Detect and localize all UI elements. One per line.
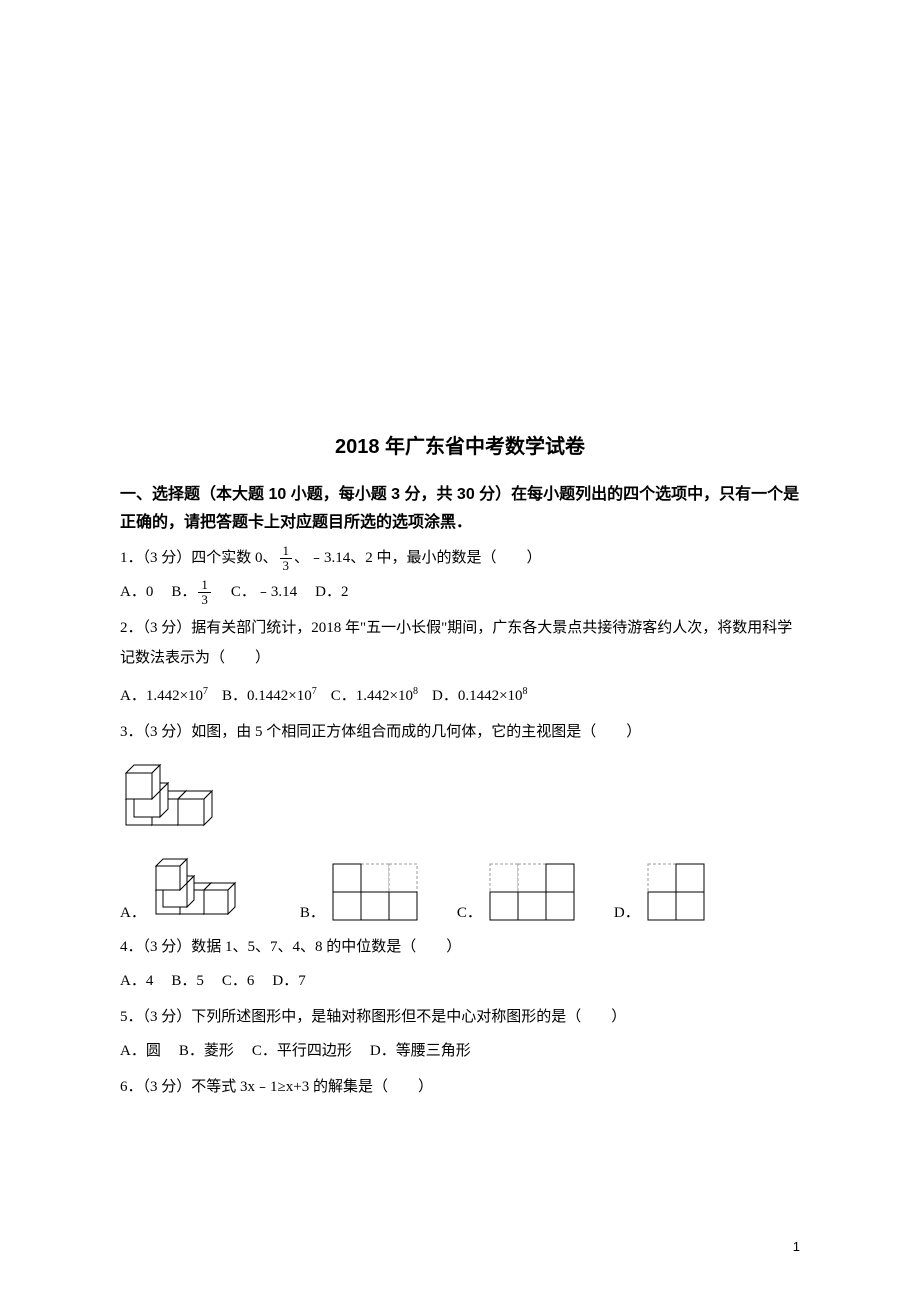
optB-prefix: B． xyxy=(171,577,196,607)
question-6-stem: 6．（3 分）不等式 3x﹣1≥x+3 的解集是（ ） xyxy=(120,1072,800,1102)
label: A． xyxy=(120,901,146,922)
option-d: D．7 xyxy=(272,966,305,996)
option-c: C．1.442×108 xyxy=(331,677,418,711)
label: D． xyxy=(614,901,640,922)
question-3-stem: 3．（3 分）如图，由 5 个相同正方体组合而成的几何体，它的主视图是（ ） xyxy=(120,717,800,747)
fraction-icon: 1 3 xyxy=(280,544,293,573)
front-view-icon xyxy=(488,862,578,922)
frac-den: 3 xyxy=(198,593,211,607)
option-c: C．6 xyxy=(222,966,255,996)
option-b: B．5 xyxy=(171,966,204,996)
option-d: D．0.1442×108 xyxy=(432,677,528,711)
superscript: 7 xyxy=(203,686,208,697)
superscript: 8 xyxy=(413,686,418,697)
option-a: A．圆 xyxy=(120,1036,161,1066)
question-2-stem: 2．（3 分）据有关部门统计，2018 年"五一小长假"期间，广东各大景点共接待… xyxy=(120,613,800,673)
superscript: 7 xyxy=(312,686,317,697)
q2-options: A．1.442×107 B．0.1442×107 C．1.442×108 D．0… xyxy=(120,677,800,711)
question-5-stem: 5．（3 分）下列所述图形中，是轴对称图形但不是中心对称图形的是（ ） xyxy=(120,1002,800,1032)
option-c: C． xyxy=(457,862,578,922)
option-d: D． xyxy=(614,862,708,922)
front-view-icon xyxy=(646,862,708,922)
q1-text-mid: 、﹣3.14、2 中，最小的数是（ ） xyxy=(294,543,542,573)
q1-text-prefix: 1．（3 分）四个实数 0、 xyxy=(120,543,278,573)
q5-options: A．圆 B．菱形 C．平行四边形 D．等腰三角形 xyxy=(120,1036,800,1066)
label: B． xyxy=(300,901,325,922)
frac-num: 1 xyxy=(198,578,211,593)
frac-den: 3 xyxy=(280,559,293,573)
option-a: A． xyxy=(120,852,264,922)
section-header: 一、选择题（本大题 10 小题，每小题 3 分，共 30 分）在每小题列出的四个… xyxy=(120,481,800,537)
cube-stack-icon xyxy=(152,852,264,922)
fraction-icon: 1 3 xyxy=(198,578,211,607)
question-4-stem: 4．（3 分）数据 1、5、7、4、8 的中位数是（ ） xyxy=(120,932,800,962)
opt-text: C．1.442×10 xyxy=(331,688,413,704)
option-d: D．2 xyxy=(315,577,348,607)
option-b: B．菱形 xyxy=(179,1036,234,1066)
q3-main-figure xyxy=(120,755,800,842)
q1-options: A．0 B． 1 3 C．﹣3.14 D．2 xyxy=(120,577,800,607)
option-a: A．4 xyxy=(120,966,153,996)
q3-options: A． B． C． D． xyxy=(120,852,800,922)
q4-options: A．4 B．5 C．6 D．7 xyxy=(120,966,800,996)
option-b: B．0.1442×107 xyxy=(222,677,317,711)
page-number: 1 xyxy=(793,1239,800,1254)
label: C． xyxy=(457,901,482,922)
question-1-stem: 1．（3 分）四个实数 0、 1 3 、﹣3.14、2 中，最小的数是（ ） xyxy=(120,543,800,573)
front-view-icon xyxy=(331,862,421,922)
option-a: A．0 xyxy=(120,577,153,607)
opt-text: D．0.1442×10 xyxy=(432,688,523,704)
option-b: B． 1 3 xyxy=(171,577,213,607)
option-c: C．平行四边形 xyxy=(252,1036,352,1066)
option-c: C．﹣3.14 xyxy=(231,577,297,607)
opt-text: A．1.442×10 xyxy=(120,688,203,704)
superscript: 8 xyxy=(523,686,528,697)
option-b: B． xyxy=(300,862,421,922)
option-a: A．1.442×107 xyxy=(120,677,208,711)
opt-text: B．0.1442×10 xyxy=(222,688,312,704)
cube-stack-icon xyxy=(120,755,240,837)
exam-title: 2018 年广东省中考数学试卷 xyxy=(120,430,800,459)
frac-num: 1 xyxy=(280,544,293,559)
option-d: D．等腰三角形 xyxy=(370,1036,471,1066)
